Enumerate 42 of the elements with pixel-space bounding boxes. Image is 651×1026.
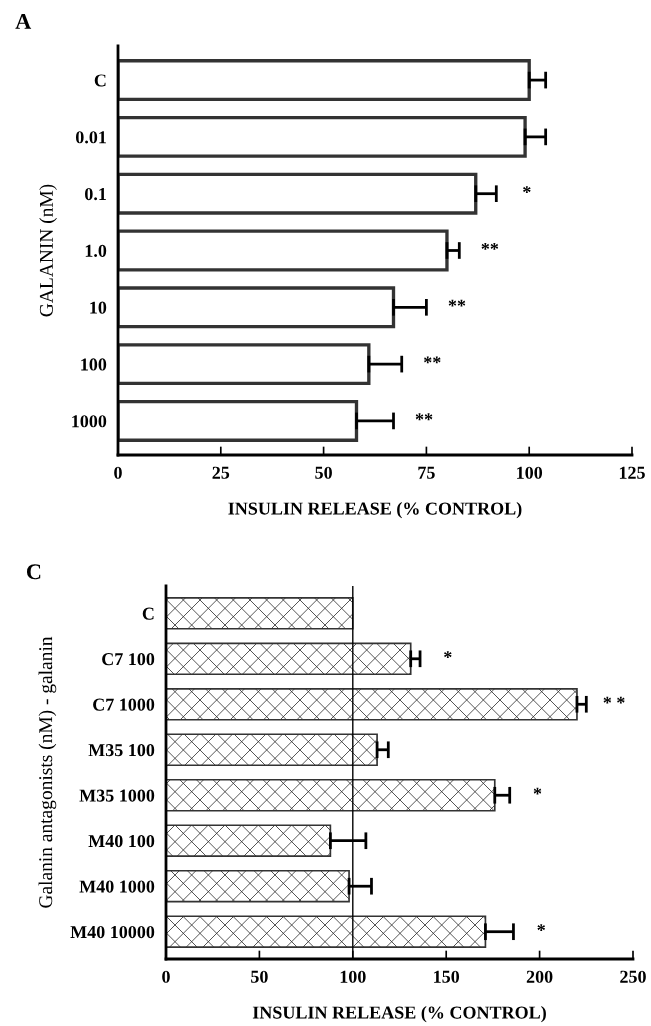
- x-tick-label: 125: [619, 466, 645, 479]
- y-tick-label: M40 10000: [70, 925, 155, 939]
- x-tick-label: 250: [620, 970, 646, 983]
- chart-title: C: [26, 564, 41, 580]
- x-tick-label: 0: [162, 970, 170, 983]
- annotation: *: [533, 787, 542, 795]
- y-axis-title: GALANIN (nM): [39, 184, 57, 317]
- x-tick-label: 100: [517, 466, 543, 479]
- x-tick-label: 150: [434, 970, 460, 983]
- annotation: *: [444, 651, 452, 659]
- y-tick-label: C7 1000: [93, 698, 155, 711]
- x-tick-label: 100: [340, 970, 366, 983]
- annotation: **: [481, 242, 499, 250]
- x-tick-label: 50: [251, 970, 268, 983]
- y-tick-label: 1.0: [85, 244, 107, 258]
- x-axis-title: INSULIN RELEASE (% CONTROL): [252, 1005, 546, 1023]
- x-tick-label: 25: [212, 466, 230, 479]
- y-tick-label: 0.01: [75, 131, 106, 144]
- annotation: *: [523, 186, 531, 193]
- y-tick-label: 100: [81, 358, 107, 371]
- y-tick-label: C: [142, 607, 154, 620]
- annotation: **: [424, 356, 441, 364]
- x-tick-label: 0: [114, 466, 122, 479]
- y-tick-label: M40 100: [88, 834, 155, 848]
- annotation: * *: [603, 696, 625, 704]
- chart-title: A: [15, 14, 32, 29]
- x-axis-title: INSULIN RELEASE (% CONTROL): [228, 501, 522, 519]
- y-tick-label: M40 1000: [79, 880, 155, 893]
- y-tick-label: C7 100: [102, 653, 155, 666]
- annotation: **: [415, 413, 433, 421]
- y-tick-label: 0.1: [85, 187, 106, 201]
- x-tick-label: 75: [418, 466, 435, 479]
- y-axis-title: Galanin antagonists (nM) - galanin: [38, 636, 57, 908]
- x-tick-label: 200: [526, 970, 553, 983]
- annotation: *: [537, 924, 545, 931]
- annotation: **: [448, 299, 466, 307]
- y-tick-label: M35 100: [88, 744, 155, 757]
- y-tick-label: 1000: [72, 415, 107, 428]
- y-tick-label: M35 1000: [79, 789, 155, 802]
- y-tick-label: C: [94, 74, 106, 87]
- x-tick-label: 50: [315, 466, 332, 479]
- y-tick-label: 10: [90, 301, 107, 314]
